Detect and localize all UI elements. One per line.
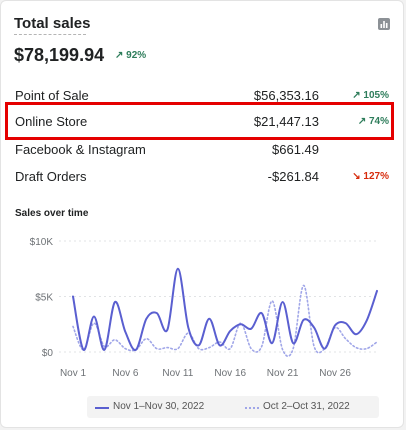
channel-name: Point of Sale	[15, 88, 89, 103]
total-sales-value: $78,199.94	[14, 45, 105, 65]
x-tick-label: Nov 11	[162, 368, 193, 379]
channel-row-point-of-sale[interactable]: Point of Sale $56,353.16 ↗ 105%	[1, 83, 405, 109]
channel-change: ↗ 74%	[357, 116, 389, 127]
channel-row-online-store[interactable]: Online Store $21,447.13 ↗ 74%	[1, 109, 405, 135]
channel-name: Facebook & Instagram	[15, 142, 146, 157]
channel-name: Draft Orders	[15, 169, 87, 184]
legend-swatch-previous	[245, 407, 259, 409]
channel-change: ↗ 105%	[352, 90, 389, 101]
x-tick-label: Nov 1	[60, 368, 87, 379]
channel-row-draft-orders[interactable]: Draft Orders -$261.84 ↘ 127%	[1, 164, 405, 190]
y-tick-label: $0	[42, 348, 54, 359]
channel-value: -$261.84	[267, 169, 319, 184]
x-tick-label: Nov 26	[319, 368, 351, 379]
sales-over-time-title: Sales over time	[15, 208, 89, 219]
channel-row-facebook-instagram[interactable]: Facebook & Instagram $661.49	[1, 137, 405, 163]
legend-swatch-current	[95, 407, 109, 409]
total-sales-change: ↗ 92%	[115, 50, 147, 61]
x-tick-label: Nov 16	[214, 368, 246, 379]
y-tick-label: $10K	[30, 237, 54, 248]
x-tick-label: Nov 6	[112, 368, 139, 379]
highlight-box	[5, 102, 394, 140]
series-line-current	[72, 267, 378, 351]
bar-chart-icon[interactable]	[378, 18, 390, 30]
channel-value: $56,353.16	[253, 88, 319, 103]
sales-line-chart: $0 $5K $10K Nov 1 Nov 6 Nov 11 Nov 16 Nov 21 Nov…	[30, 237, 378, 379]
legend-label-previous[interactable]: Oct 2–Oct 31, 2022	[263, 401, 350, 412]
card-title: Total sales	[14, 15, 91, 32]
y-tick-label: $5K	[35, 293, 53, 304]
channel-change: ↘ 127%	[352, 171, 389, 182]
channel-name: Online Store	[15, 114, 88, 129]
title-underline	[14, 34, 86, 35]
channel-value: $661.49	[272, 142, 319, 157]
channel-value: $21,447.13	[253, 114, 319, 129]
chart-legend: Nov 1–Nov 30, 2022 Oct 2–Oct 31, 2022	[87, 396, 379, 418]
legend-label-current[interactable]: Nov 1–Nov 30, 2022	[113, 401, 205, 412]
x-tick-label: Nov 21	[267, 368, 299, 379]
